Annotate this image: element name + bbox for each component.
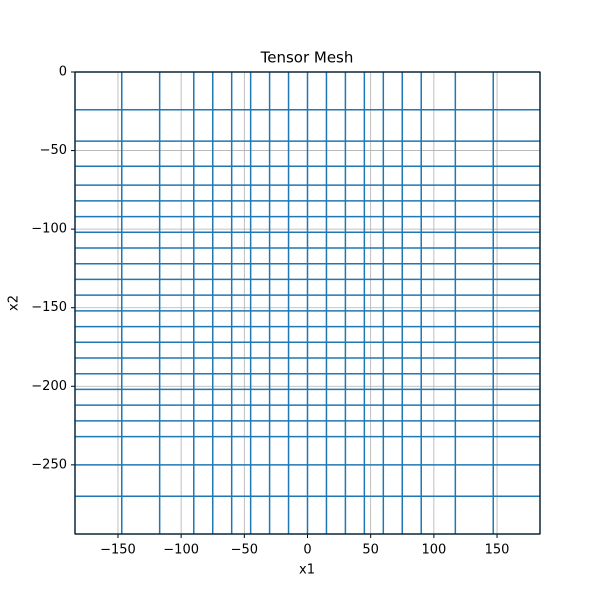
y-axis-label: x2 [7, 295, 22, 311]
y-tick-label: −50 [40, 143, 67, 158]
x-tick-label: 100 [421, 543, 446, 558]
x-tick-label: −100 [163, 543, 199, 558]
y-tick-label: −150 [31, 300, 67, 315]
plot-frame [74, 71, 541, 535]
x-tick-label: 0 [303, 543, 311, 558]
y-tick-label: −250 [31, 457, 67, 472]
chart-title: Tensor Mesh [260, 49, 354, 67]
x-tick-label: 50 [362, 543, 379, 558]
x-tick-label: 150 [485, 543, 510, 558]
y-tick-label: −200 [31, 379, 67, 394]
x-axis-label: x1 [299, 563, 315, 578]
x-tick-label: −50 [231, 543, 258, 558]
x-tick-label: −150 [100, 543, 136, 558]
y-tick-label: −100 [31, 222, 67, 237]
y-tick-label: 0 [59, 65, 67, 80]
